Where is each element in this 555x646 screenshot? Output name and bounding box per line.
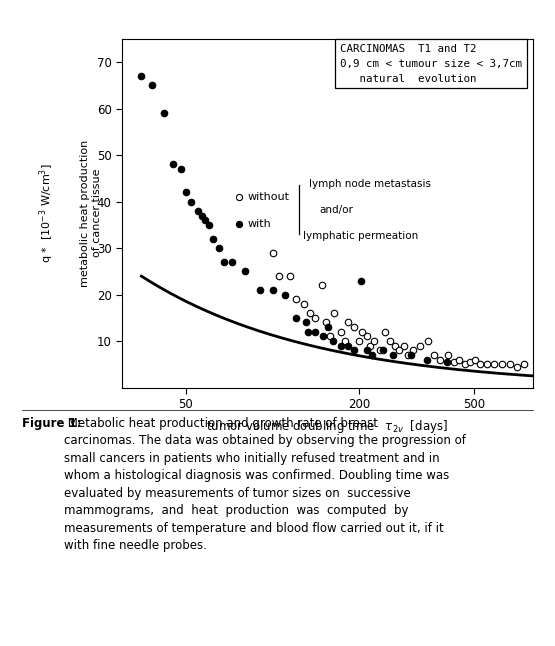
- Point: [317, 280, 326, 291]
- Point: [200, 215, 209, 225]
- X-axis label: tumor volume doubling time   $\tau_{2v}$  [days]: tumor volume doubling time $\tau_{2v}$ […: [206, 418, 448, 435]
- Point: [519, 359, 528, 370]
- Point: [137, 71, 146, 81]
- Point: [471, 355, 480, 365]
- Point: [362, 331, 371, 342]
- Point: [306, 308, 315, 318]
- Point: [505, 359, 514, 370]
- Point: [368, 350, 377, 360]
- Point: [429, 350, 438, 360]
- Text: Figure 1:: Figure 1:: [22, 417, 82, 430]
- Point: [355, 336, 364, 346]
- Point: [220, 257, 229, 267]
- Point: [291, 313, 300, 323]
- Point: [176, 164, 185, 174]
- Point: [497, 359, 506, 370]
- Point: [358, 327, 367, 337]
- Point: [336, 327, 345, 337]
- Point: [181, 187, 190, 198]
- Point: [329, 308, 338, 318]
- Point: [406, 350, 415, 360]
- Point: [422, 355, 431, 365]
- Point: [390, 340, 399, 351]
- Y-axis label: metabolic heat production
of cancer tissue: metabolic heat production of cancer tiss…: [80, 140, 102, 287]
- Point: [209, 234, 218, 244]
- Point: [343, 340, 352, 351]
- Point: [416, 340, 425, 351]
- Point: [310, 313, 319, 323]
- Point: [286, 271, 295, 281]
- Point: [395, 345, 403, 355]
- Point: [409, 345, 418, 355]
- Point: [325, 331, 334, 342]
- Text: q *  [10$^{-3}$ W/cm$^3$]: q * [10$^{-3}$ W/cm$^3$]: [38, 163, 57, 263]
- Point: [379, 345, 388, 355]
- Text: Metabolic heat production and growth rate of breast
carcinomas. The data was obt: Metabolic heat production and growth rat…: [64, 417, 466, 552]
- Point: [366, 340, 375, 351]
- Point: [321, 317, 330, 328]
- Point: [240, 266, 249, 276]
- Point: [356, 275, 365, 286]
- Point: [274, 271, 283, 281]
- Point: [268, 285, 277, 295]
- Point: [204, 220, 213, 230]
- Point: [255, 285, 264, 295]
- Point: [291, 294, 300, 304]
- Text: and/or: and/or: [319, 205, 353, 214]
- Point: [350, 345, 359, 355]
- Point: [340, 336, 349, 346]
- Point: [336, 340, 345, 351]
- Point: [268, 247, 277, 258]
- Point: [301, 317, 310, 328]
- Point: [168, 159, 177, 169]
- Point: [385, 336, 394, 346]
- Point: [344, 317, 353, 328]
- Text: with: with: [248, 218, 271, 229]
- Point: [227, 257, 236, 267]
- Point: [310, 327, 319, 337]
- Point: [380, 327, 389, 337]
- Point: [461, 359, 470, 370]
- Text: lymphatic permeation: lymphatic permeation: [303, 231, 418, 241]
- Point: [323, 322, 332, 332]
- Point: [319, 331, 328, 342]
- Point: [476, 359, 485, 370]
- Point: [483, 359, 492, 370]
- Point: [147, 80, 156, 90]
- Point: [443, 350, 452, 360]
- Text: CARCINOMAS  T1 and T2
0,9 cm < tumour size < 3,7cm
   natural  evolution: CARCINOMAS T1 and T2 0,9 cm < tumour siz…: [340, 44, 522, 83]
- Point: [198, 211, 207, 221]
- Point: [423, 336, 432, 346]
- Point: [350, 322, 359, 332]
- Point: [329, 336, 337, 346]
- Point: [442, 357, 451, 367]
- Point: [466, 357, 475, 367]
- Point: [399, 340, 408, 351]
- Point: [388, 350, 397, 360]
- Text: without: without: [248, 193, 289, 202]
- Point: [362, 345, 371, 355]
- Point: [194, 205, 203, 216]
- Point: [160, 108, 169, 118]
- Point: [304, 327, 313, 337]
- Point: [370, 336, 379, 346]
- Point: [455, 355, 464, 365]
- Point: [299, 298, 308, 309]
- Point: [513, 362, 522, 372]
- Point: [449, 357, 458, 367]
- Text: lymph node metastasis: lymph node metastasis: [309, 178, 431, 189]
- Point: [403, 350, 412, 360]
- Point: [489, 359, 498, 370]
- Point: [214, 243, 223, 253]
- Point: [375, 345, 384, 355]
- Point: [186, 196, 195, 207]
- Point: [436, 355, 445, 365]
- Point: [280, 289, 289, 300]
